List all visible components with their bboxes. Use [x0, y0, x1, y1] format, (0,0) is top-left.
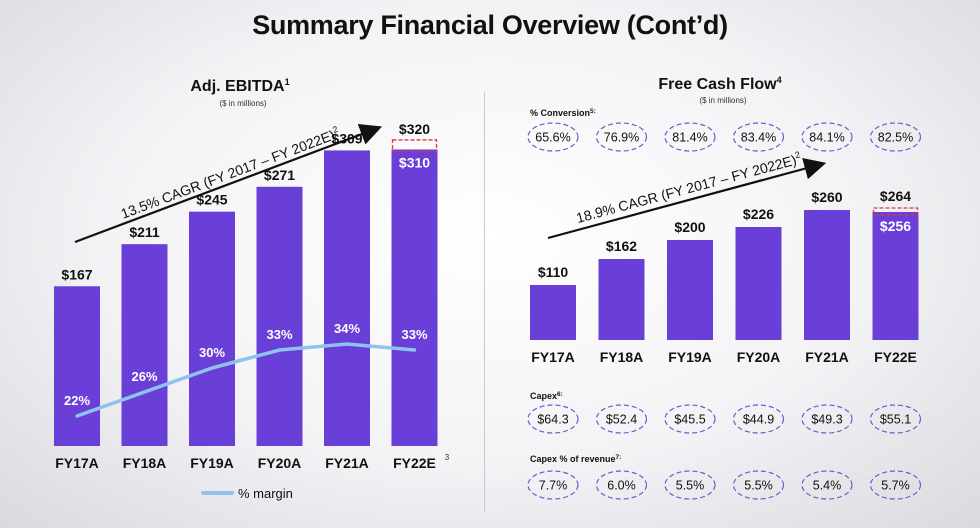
fcf-oval-conversion-2	[664, 122, 716, 152]
ebitda-category-label-FY22E: FY22E	[393, 455, 436, 471]
fcf-row-header-capex_pct: Capex % of revenue7:	[530, 454, 621, 464]
fcf-subtitle: ($ in millions)	[699, 96, 746, 105]
fcf-oval-capex_pct-5	[869, 470, 922, 500]
fcf-oval-capex-3	[732, 404, 785, 434]
fcf-category-label-FY18A: FY18A	[600, 349, 644, 365]
fcf-oval-value-capex_pct-0: 7.7%	[539, 479, 568, 493]
legend-margin-label: % margin	[238, 486, 293, 501]
fcf-oval-capex-1	[595, 404, 648, 434]
fcf-oval-value-conversion-0: 65.6%	[535, 131, 570, 145]
fcf-bar-FY18A	[598, 259, 645, 340]
margin-label-FY18A: 26%	[131, 369, 157, 384]
ebitda-bar-FY19A	[189, 211, 235, 446]
fcf-category-label-FY21A: FY21A	[805, 349, 849, 365]
ebitda-cagr-arrow	[74, 123, 383, 244]
fcf-value-label-FY21A: $260	[811, 189, 842, 205]
ebitda-category-label-FY21A: FY21A	[325, 455, 369, 471]
fcf-bar-FY17A	[530, 285, 576, 340]
fcf-oval-value-capex_pct-3: 5.5%	[744, 479, 773, 493]
ebitda-projected-box	[391, 139, 438, 153]
ebitda-value-label-FY17A: $167	[61, 266, 92, 282]
margin-label-FY21A: 34%	[334, 321, 360, 336]
ebitda-title: Adj. EBITDA1	[190, 77, 289, 95]
fcf-oval-capex_pct-4	[801, 470, 853, 500]
margin-label-FY19A: 30%	[199, 345, 225, 360]
fcf-category-label-FY17A: FY17A	[531, 349, 575, 365]
ebitda-category-label-FY19A: FY19A	[190, 455, 234, 471]
fcf-value-label-FY18A: $162	[606, 238, 637, 254]
fcf-oval-value-capex-2: $45.5	[674, 413, 705, 427]
margin-label-FY20A: 33%	[266, 327, 292, 342]
fcf-projected-label: $264	[880, 188, 911, 204]
fcf-oval-capex-0	[527, 404, 579, 434]
margin-line	[75, 342, 417, 418]
ebitda-note-sup: 3	[445, 453, 450, 462]
fcf-category-label-FY19A: FY19A	[668, 349, 712, 365]
ebitda-bar-FY20A	[256, 186, 303, 447]
ebitda-bar-FY22E	[391, 149, 438, 446]
fcf-row-header-conversion: % Conversion5:	[530, 108, 596, 118]
fcf-oval-value-capex-1: $52.4	[606, 413, 637, 427]
fcf-oval-value-capex_pct-1: 6.0%	[607, 479, 636, 493]
panel-divider	[484, 92, 485, 512]
fcf-projected-box	[872, 207, 919, 216]
ebitda-value-label-FY19A: $245	[196, 192, 227, 208]
fcf-title: Free Cash Flow4	[658, 75, 781, 93]
fcf-value-label-FY22E: $256	[880, 218, 911, 234]
fcf-oval-value-capex-3: $44.9	[743, 413, 774, 427]
ebitda-bar-FY21A	[324, 150, 370, 446]
fcf-oval-value-capex-5: $55.1	[880, 413, 911, 427]
fcf-value-label-FY17A: $110	[538, 264, 569, 280]
fcf-oval-value-conversion-1: 76.9%	[604, 131, 639, 145]
margin-label-FY22E: 33%	[401, 327, 427, 342]
fcf-cagr-arrow	[547, 157, 827, 240]
margin-label-FY17A: 22%	[64, 393, 90, 408]
ebitda-category-label-FY18A: FY18A	[123, 455, 167, 471]
fcf-oval-value-capex-4: $49.3	[811, 413, 842, 427]
fcf-oval-capex-5	[869, 404, 922, 434]
fcf-oval-value-capex_pct-4: 5.4%	[813, 479, 842, 493]
fcf-category-label-FY20A: FY20A	[737, 349, 781, 365]
fcf-category-label-FY22E: FY22E	[874, 349, 917, 365]
fcf-oval-conversion-0	[527, 122, 579, 152]
ebitda-category-label-FY20A: FY20A	[258, 455, 302, 471]
ebitda-value-label-FY22E: $310	[399, 154, 430, 170]
fcf-bar-FY20A	[735, 227, 782, 340]
ebitda-value-label-FY20A: $271	[264, 167, 295, 183]
fcf-value-label-FY19A: $200	[674, 219, 705, 235]
fcf-oval-value-conversion-3: 83.4%	[741, 131, 776, 145]
fcf-bar-FY21A	[804, 210, 850, 340]
fcf-oval-value-capex_pct-5: 5.7%	[881, 479, 910, 493]
ebitda-projected-label: $320	[399, 121, 430, 137]
ebitda-value-label-FY18A: $211	[129, 224, 160, 240]
fcf-oval-capex_pct-1	[595, 470, 648, 500]
fcf-bar-FY22E	[872, 212, 919, 340]
ebitda-cagr-label: 13.5% CAGR (FY 2017 – FY 2022E)2	[118, 124, 342, 222]
fcf-oval-capex_pct-0	[527, 470, 579, 500]
ebitda-bar-FY17A	[54, 286, 100, 446]
fcf-oval-capex-2	[664, 404, 716, 434]
fcf-oval-value-conversion-2: 81.4%	[672, 131, 707, 145]
fcf-oval-conversion-5	[869, 122, 922, 152]
fcf-oval-capex_pct-3	[732, 470, 785, 500]
fcf-oval-value-capex-0: $64.3	[537, 413, 568, 427]
fcf-oval-capex_pct-2	[664, 470, 716, 500]
fcf-row-header-capex: Capex6:	[530, 391, 563, 401]
fcf-oval-value-capex_pct-2: 5.5%	[676, 479, 705, 493]
fcf-oval-value-conversion-5: 82.5%	[878, 131, 913, 145]
fcf-oval-conversion-1	[595, 122, 648, 152]
fcf-oval-value-conversion-4: 84.1%	[809, 131, 844, 145]
fcf-bar-FY19A	[667, 240, 713, 340]
ebitda-category-label-FY17A: FY17A	[55, 455, 99, 471]
page-title: Summary Financial Overview (Cont’d)	[252, 10, 728, 40]
fcf-oval-capex-4	[801, 404, 853, 434]
fcf-oval-conversion-4	[801, 122, 853, 152]
fcf-value-label-FY20A: $226	[743, 206, 774, 222]
fcf-oval-conversion-3	[732, 122, 785, 152]
ebitda-subtitle: ($ in millions)	[219, 99, 266, 108]
ebitda-bar-FY18A	[121, 244, 168, 446]
